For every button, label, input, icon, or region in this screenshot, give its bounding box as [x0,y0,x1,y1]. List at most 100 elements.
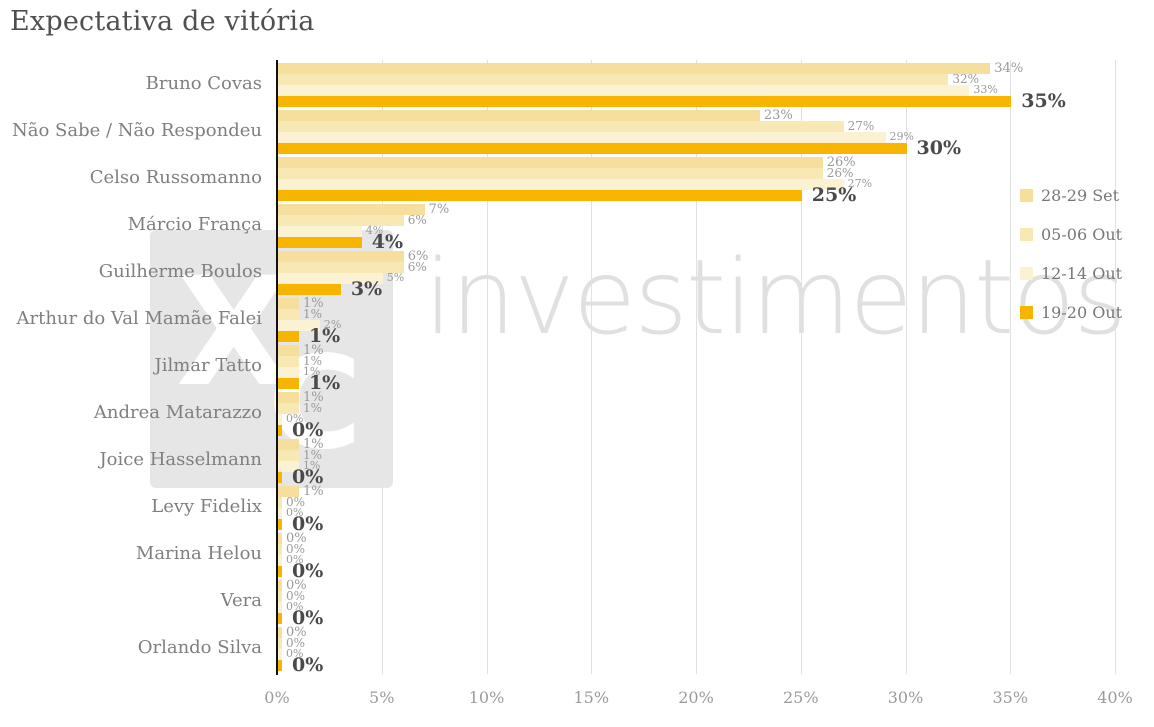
value-label: 6% [407,213,427,227]
category-label: Márcio França [127,214,262,235]
bar-28-29 Set [278,580,282,591]
value-label: 3% [350,278,383,300]
value-label: 7% [428,202,450,217]
bar-05-06 Out [278,544,282,555]
value-label: 30% [916,137,962,159]
bar-19-20 Out [278,613,282,624]
gridline-35% [1010,60,1012,674]
bar-19-20 Out [278,143,907,154]
bar-12-14 Out [278,85,970,96]
value-label: 0% [286,542,306,556]
x-tick-label: 35% [992,688,1029,707]
category-label: Bruno Covas [145,73,262,94]
gridline-10% [486,60,488,674]
bar-19-20 Out [278,425,282,436]
bar-28-29 Set [278,627,282,638]
category-label: Celso Russomanno [89,167,262,188]
bar-05-06 Out [278,497,282,508]
value-label: 0% [292,513,324,535]
value-label: 0% [286,647,304,660]
value-label: 0% [292,560,324,582]
bar-28-29 Set [278,110,760,121]
bar-05-06 Out [278,309,299,320]
value-label: 34% [994,61,1024,76]
bar-05-06 Out [278,262,404,273]
category-label: Jilmar Tatto [154,355,263,376]
x-tick-label: 10% [468,688,505,707]
bar-28-29 Set [278,204,425,215]
bar-28-29 Set [278,533,282,544]
bar-05-06 Out [278,638,282,649]
bar-05-06 Out [278,168,823,179]
bar-28-29 Set [278,345,299,356]
bar-28-29 Set [278,486,299,497]
legend-item-05-06 Out: 05-06 Out [1020,215,1122,254]
value-label: 0% [292,654,324,676]
legend-label: 12-14 Out [1041,264,1123,283]
category-label: Levy Fidelix [151,496,262,517]
bar-19-20 Out [278,284,341,295]
legend: 28-29 Set 05-06 Out 12-14 Out 19-20 Out [1020,176,1122,332]
bar-05-06 Out [278,74,949,85]
value-label: 0% [286,495,306,509]
x-tick-label: 0% [264,688,290,707]
legend-item-19-20 Out: 19-20 Out [1020,293,1122,332]
value-label: 4% [371,231,404,253]
value-label: 26% [826,155,856,170]
value-label: 35% [1021,90,1066,112]
bar-12-14 Out [278,602,282,613]
legend-swatch-icon [1020,306,1033,319]
value-label: 0% [286,600,304,613]
value-label: 6% [407,260,427,274]
bar-19-20 Out [278,519,282,530]
value-label: 1% [302,307,322,321]
value-label: 5% [386,271,405,284]
category-label: Marina Helou [135,543,262,564]
value-label: 0% [286,531,307,546]
category-label: Orlando Silva [137,637,262,658]
bar-12-14 Out [278,132,886,143]
bar-12-14 Out [278,179,844,190]
value-label: 0% [286,625,307,640]
bar-12-14 Out [278,226,362,237]
value-label: 0% [292,607,324,629]
legend-swatch-icon [1020,267,1033,280]
bar-05-06 Out [278,215,404,226]
bar-28-29 Set [278,157,823,168]
gridline-25% [800,60,802,674]
value-label: 0% [286,506,304,519]
bar-19-20 Out [278,331,299,342]
category-label: Joice Hasselmann [99,449,262,470]
category-label: Vera [220,590,262,611]
value-label: 1% [302,401,322,415]
bar-12-14 Out [278,508,282,519]
bar-19-20 Out [278,237,362,248]
value-label: 0% [286,636,306,650]
gridline-30% [905,60,907,674]
value-label: 25% [811,184,857,206]
legend-item-12-14 Out: 12-14 Out [1020,254,1122,293]
value-label: 1% [302,484,324,499]
legend-label: 19-20 Out [1041,303,1123,322]
value-label: 27% [847,119,875,133]
gridline-15% [591,60,593,674]
bar-28-29 Set [278,63,991,74]
x-tick-label: 15% [573,688,610,707]
category-label: Arthur do Val Mamãe Falei [16,308,263,329]
value-label: 23% [763,108,793,123]
bar-19-20 Out [278,566,282,577]
gridline-20% [696,60,697,674]
bar-05-06 Out [278,591,282,602]
bar-19-20 Out [278,378,299,389]
bar-28-29 Set [278,298,299,309]
value-label: 27% [847,177,873,190]
x-tick-label: 5% [369,688,395,707]
x-tick-label: 30% [887,688,924,707]
bar-05-06 Out [278,121,844,132]
legend-label: 05-06 Out [1041,225,1123,244]
bar-12-14 Out [278,555,282,566]
chart-title: Expectativa de vitória [10,6,315,37]
bar-28-29 Set [278,392,299,403]
value-label: 33% [973,83,998,96]
